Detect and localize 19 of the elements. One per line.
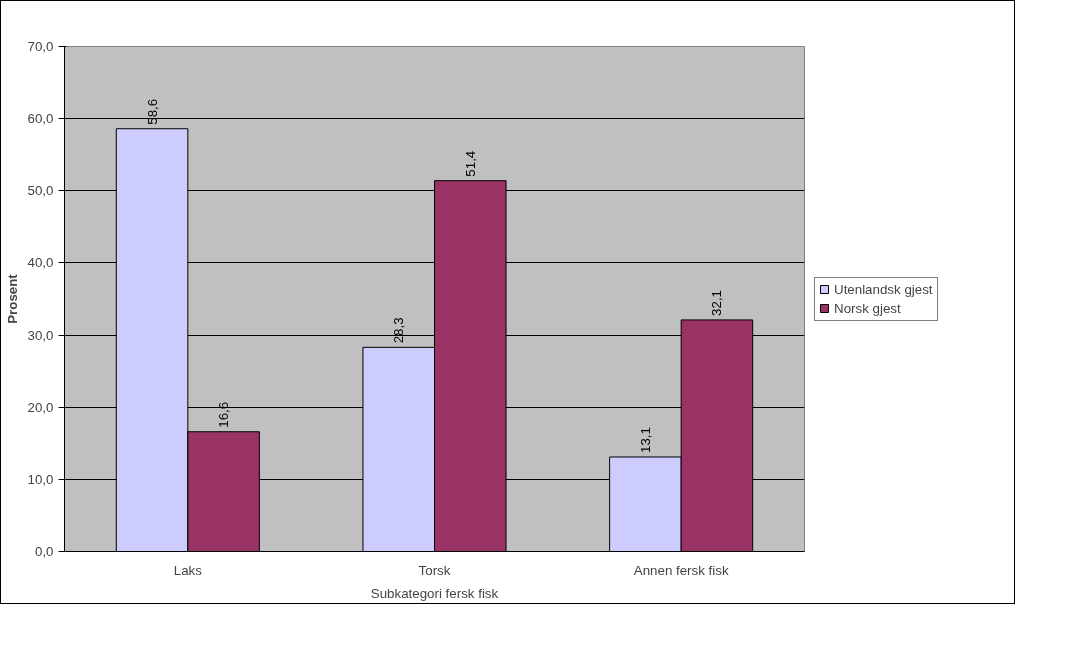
- y-tick-label: 50,0: [27, 183, 54, 199]
- data-label: 28,3: [391, 317, 407, 344]
- y-tick-label: 10,0: [27, 471, 54, 487]
- y-tick-label: 30,0: [27, 327, 54, 343]
- legend-label: Norsk gjest: [834, 300, 901, 316]
- data-label: 13,1: [637, 427, 653, 453]
- y-tick-label: 40,0: [27, 255, 54, 271]
- data-label: 51,4: [462, 150, 478, 177]
- data-label: 32,1: [709, 289, 725, 316]
- x-tick-label: Laks: [173, 562, 203, 578]
- x-axis-title: Subkategori fersk fisk: [370, 585, 499, 601]
- y-axis-title: Prosent: [4, 273, 20, 324]
- x-tick-label: Torsk: [418, 562, 451, 578]
- x-tick-label: Annen fersk fisk: [633, 562, 729, 578]
- y-tick-label: 20,0: [27, 399, 54, 415]
- y-tick-label: 60,0: [27, 111, 54, 127]
- y-tick-label: 0,0: [34, 544, 54, 559]
- legend-label: Utenlandsk gjest: [834, 281, 933, 297]
- y-tick-label: 70,0: [27, 39, 54, 54]
